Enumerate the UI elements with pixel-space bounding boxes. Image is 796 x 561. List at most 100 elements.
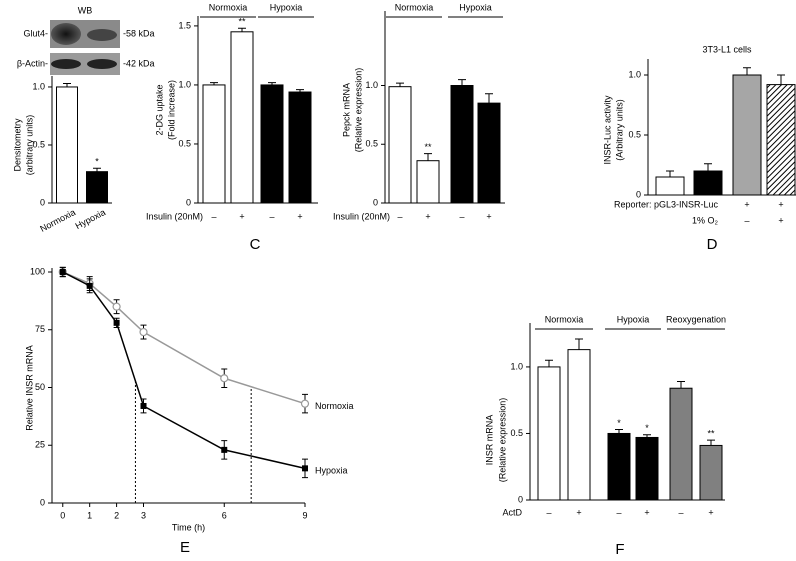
marker <box>86 282 93 289</box>
error-bar <box>777 74 785 85</box>
y-tick-label: 0.5 <box>510 428 523 438</box>
y-tick-label: 1.0 <box>365 80 378 90</box>
y-axis-label: INSR mRNA <box>484 415 494 466</box>
error-bar <box>93 167 101 172</box>
panel-label: F <box>615 541 624 558</box>
x-tick-label: + <box>744 199 749 209</box>
marker <box>112 302 121 311</box>
marker <box>221 446 228 453</box>
x-tick-label: 0 <box>60 510 65 520</box>
bar <box>230 31 254 204</box>
bar <box>607 432 631 501</box>
bar <box>732 74 762 196</box>
error-bar <box>424 153 432 161</box>
x-row-label: Insulin (20nM) <box>146 211 203 221</box>
blot-title: WB <box>78 5 93 15</box>
marker <box>139 327 148 337</box>
bar <box>260 84 284 204</box>
x-tick-label: + <box>239 211 244 221</box>
error-bar <box>396 82 404 87</box>
error-bar <box>545 359 553 367</box>
panel-label: D <box>707 236 718 253</box>
error-bar <box>485 93 493 104</box>
bar <box>693 170 723 196</box>
y-axis-label: (Fold increase) <box>166 80 176 140</box>
bar <box>56 86 78 204</box>
y-tick-label: 100 <box>30 266 45 276</box>
x-tick-label: + <box>576 507 581 517</box>
bar <box>766 84 796 196</box>
marker <box>302 465 308 472</box>
y-tick-label: 0.5 <box>178 138 191 148</box>
group-label: Normoxia <box>545 314 584 324</box>
x-tick-label: 9 <box>302 510 307 520</box>
bar <box>669 387 693 501</box>
significance: * <box>645 423 649 433</box>
y-axis-label: INSR-Luc activity <box>602 95 612 165</box>
x-row-label: ActD <box>502 507 522 517</box>
error-bar <box>666 170 674 177</box>
significance: * <box>617 418 621 428</box>
error-bar <box>575 338 583 350</box>
group-label: Hypoxia <box>459 2 492 12</box>
significance: ** <box>238 17 246 27</box>
bar <box>699 444 723 501</box>
x-tick-label: + <box>644 507 649 517</box>
y-axis-label: (Relative expression) <box>497 398 507 483</box>
y-tick-label: 1.0 <box>510 361 523 371</box>
y-axis-label: Densitometry <box>12 118 22 172</box>
marker <box>113 319 120 326</box>
series-line <box>62 271 306 405</box>
error-bar <box>210 82 218 85</box>
error-bar <box>707 439 715 446</box>
blot-actin <box>50 53 120 75</box>
y-tick-label: 25 <box>35 440 45 450</box>
bar <box>567 349 591 501</box>
y-tick-label: 1.5 <box>178 20 191 30</box>
significance: ** <box>424 142 432 152</box>
x-tick-label: + <box>708 507 713 517</box>
y-tick-label: 1.0 <box>32 81 45 91</box>
error-bar <box>238 27 246 32</box>
panel-label: C <box>250 236 261 253</box>
band-size: -42 kDa <box>123 58 155 68</box>
x-tick-label: – <box>459 211 464 221</box>
x-tick-label: 6 <box>222 510 227 520</box>
marker <box>59 269 66 275</box>
y-tick-label: 0.5 <box>365 139 378 149</box>
x-tick-label: + <box>486 211 491 221</box>
significance: * <box>95 157 99 167</box>
x-row-label: Insulin (20nM) <box>333 211 390 221</box>
y-tick-label: 0 <box>373 197 378 207</box>
y-axis-label: 2-DG uptake <box>154 84 164 135</box>
group-label: Normoxia <box>395 2 434 12</box>
y-axis-label: (Relative expression) <box>353 68 363 153</box>
bar <box>635 436 659 501</box>
error-bar <box>743 67 751 75</box>
group-label: Hypoxia <box>617 314 650 324</box>
y-axis-label: (arbitrary units) <box>24 115 34 176</box>
error-bar <box>63 82 71 87</box>
x-tick-label: – <box>616 507 621 517</box>
y-tick-label: 0 <box>40 497 45 507</box>
x-tick-label: + <box>778 199 783 209</box>
western-blot: WB Glut4- β-Actin- -58 kDa -42 kDa <box>17 5 155 75</box>
x-tick-label: – <box>269 211 274 221</box>
group-label: Reoxygenation <box>666 314 726 324</box>
x-tick-label: – <box>397 211 402 221</box>
panel-label: E <box>180 539 190 556</box>
series-label: Hypoxia <box>315 466 348 476</box>
x-tick-label: – <box>678 507 683 517</box>
series-label: Normoxia <box>315 401 354 411</box>
y-axis-label: Relative INSR mRNA <box>24 345 34 431</box>
error-bar <box>458 79 466 86</box>
error-bar <box>268 82 276 85</box>
band <box>87 59 117 69</box>
marker <box>140 402 147 409</box>
x-row-label: Reporter: pGL3-INSR-Luc <box>614 199 719 209</box>
error-bar <box>677 381 685 389</box>
x-tick-label: + <box>425 211 430 221</box>
band <box>51 59 81 69</box>
